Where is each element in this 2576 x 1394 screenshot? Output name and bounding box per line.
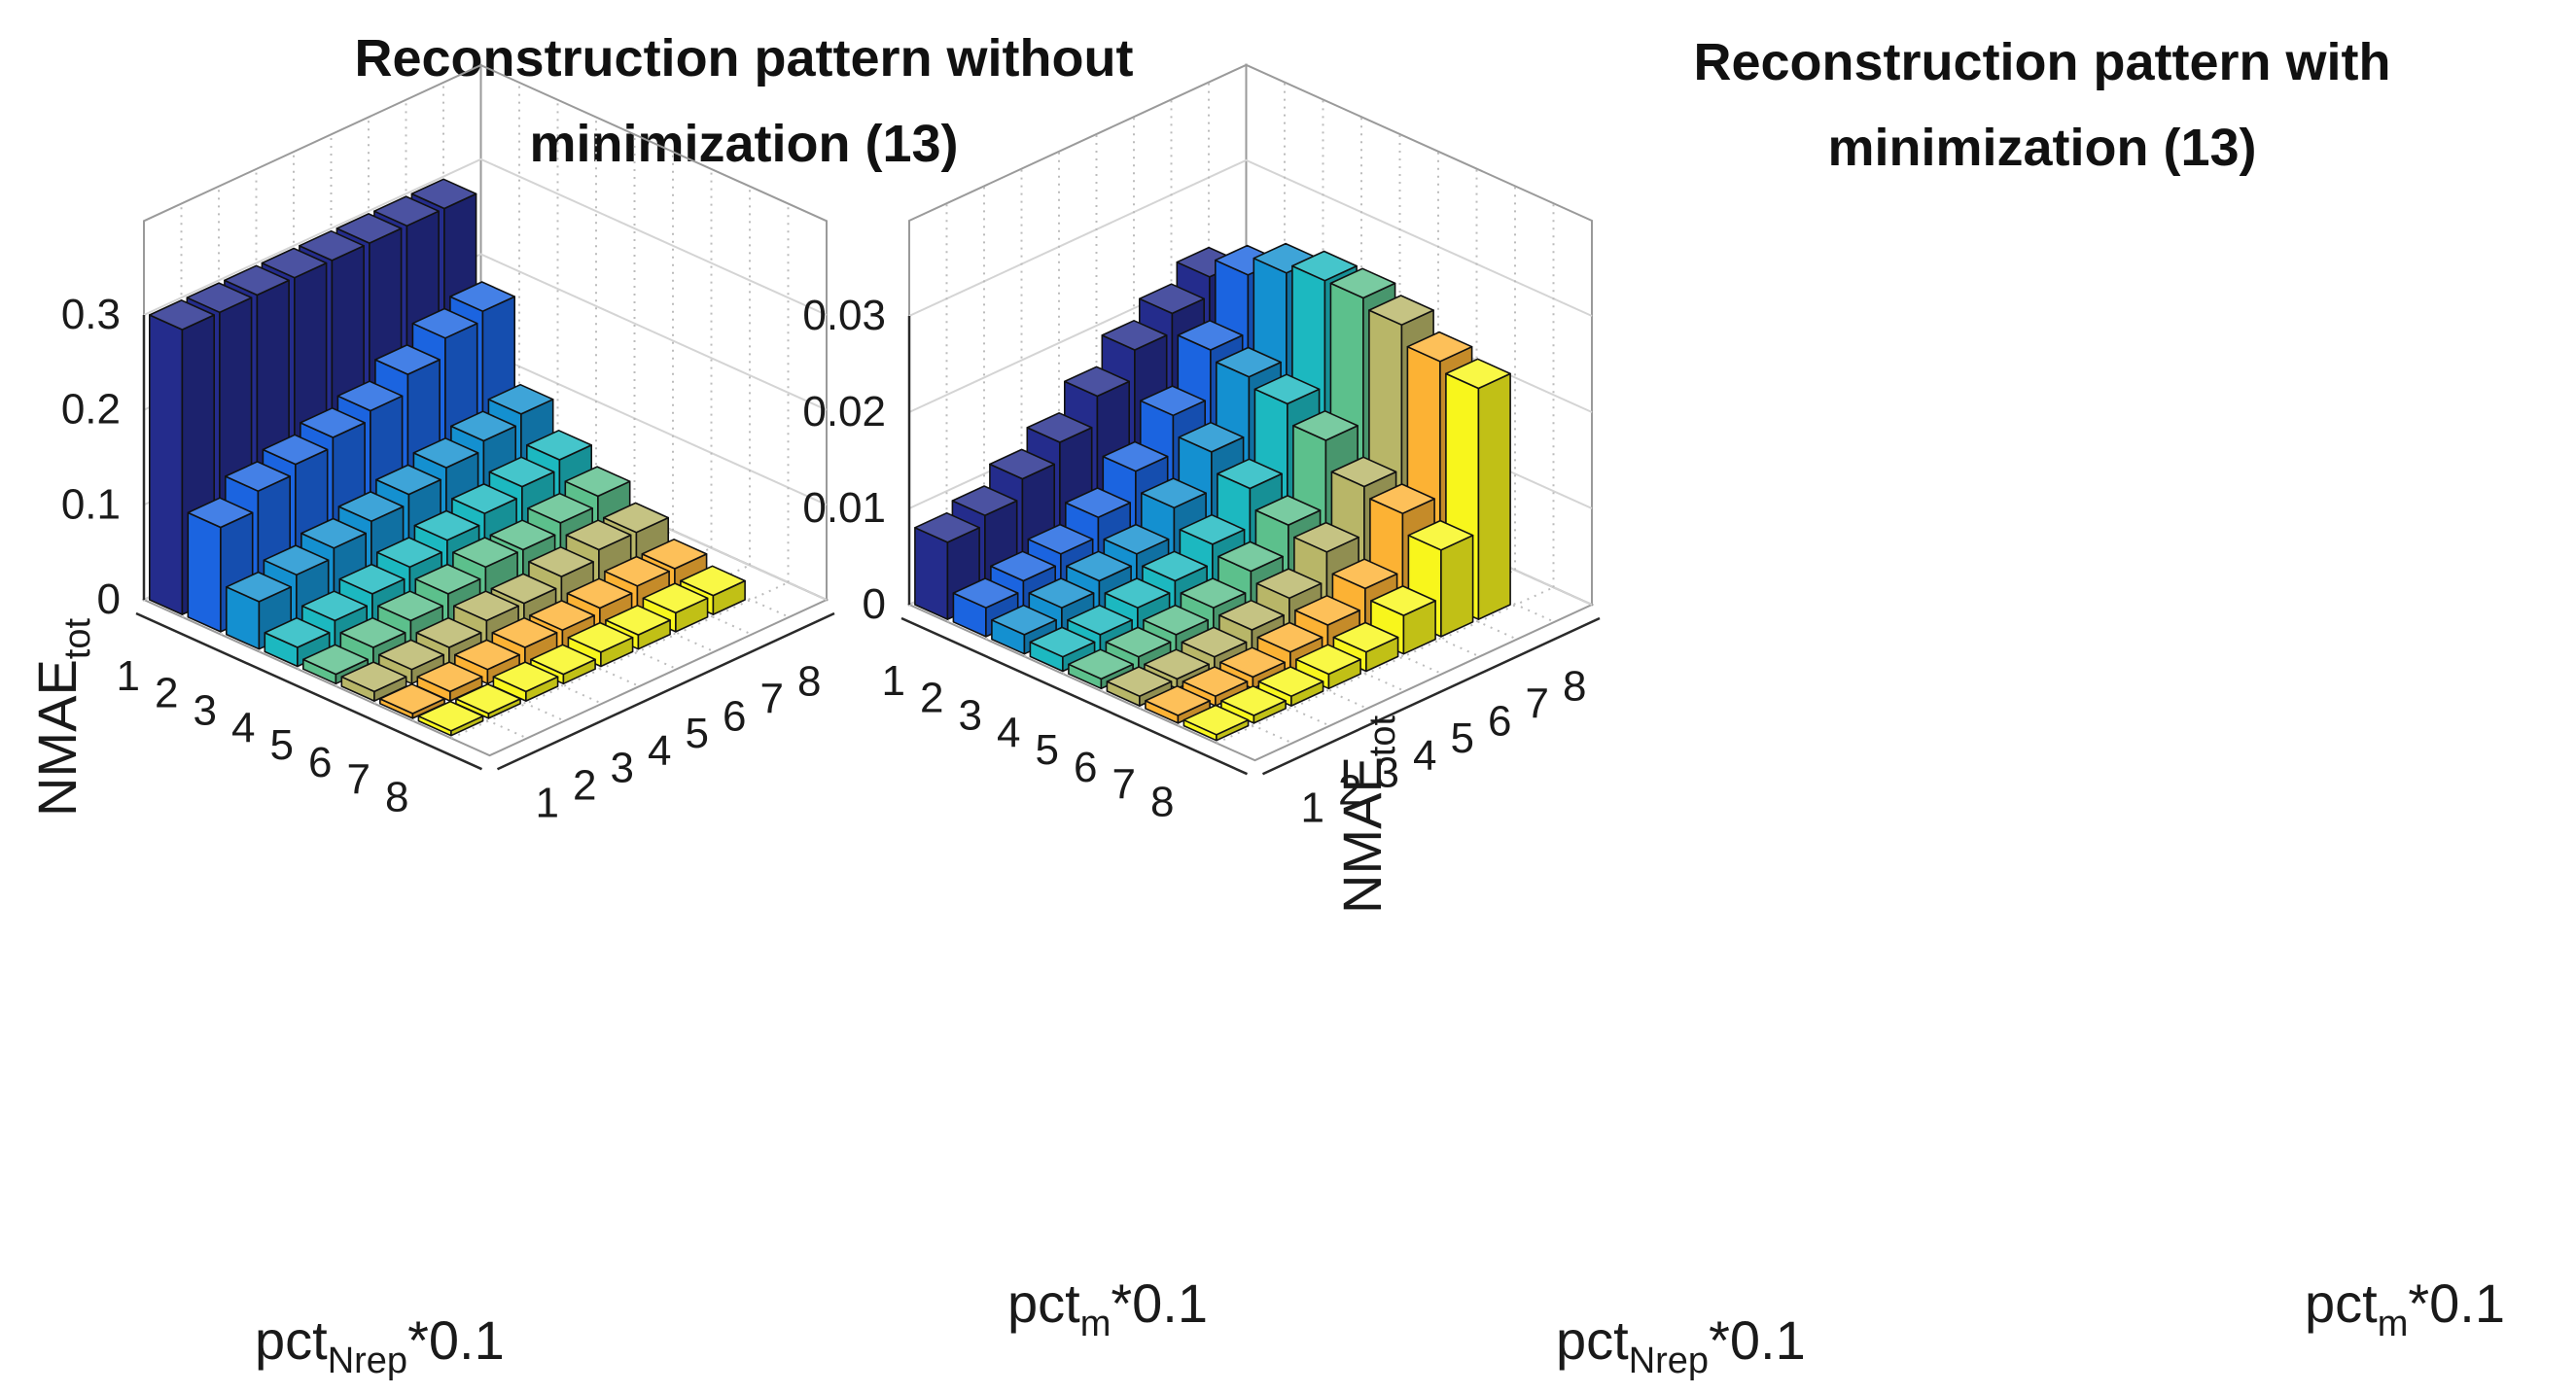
y-tick-label: 5 bbox=[686, 710, 709, 757]
y-tick-label: 3 bbox=[611, 745, 634, 792]
bar bbox=[340, 661, 407, 702]
x-axis-label: pctNrep*0.1 bbox=[255, 1309, 505, 1381]
y-axis-label: pctm*0.1 bbox=[2305, 1272, 2505, 1344]
x-tick-label: 1 bbox=[117, 652, 140, 700]
y-tick-label: 2 bbox=[573, 762, 596, 810]
y-tick-label: 3 bbox=[1376, 749, 1399, 797]
chart-title-line-2: minimization (13) bbox=[529, 115, 958, 173]
tick-labels: 00.010.020.031 2 3 4 5 6 7 8 1 2 3 4 5 6 7 8 bbox=[802, 292, 1586, 831]
z-axis-label: NMAEtot bbox=[1331, 715, 1403, 914]
z-tick-label: 0.01 bbox=[802, 484, 886, 532]
y-tick-label: 8 bbox=[1563, 663, 1586, 711]
x-tick-label: 6 bbox=[308, 739, 332, 786]
chart-title-line-1: Reconstruction pattern without bbox=[355, 29, 1134, 87]
bar bbox=[416, 661, 483, 702]
tick-labels: 00.10.20.31 2 3 4 5 6 7 8 1 2 3 4 5 6 7 8 bbox=[61, 291, 822, 826]
chart-title-line-2: minimization (13) bbox=[1827, 119, 2256, 177]
bars-group bbox=[149, 178, 746, 737]
bar bbox=[492, 661, 559, 702]
x-tick-label: 7 bbox=[347, 756, 371, 804]
y-tick-label: 1 bbox=[1301, 784, 1324, 831]
bar bbox=[455, 682, 521, 719]
x-tick-label: 2 bbox=[155, 670, 178, 717]
y-tick-label: 1 bbox=[536, 779, 559, 826]
z-tick-label: 0.03 bbox=[802, 292, 886, 339]
y-tick-label: 6 bbox=[723, 692, 746, 740]
bar bbox=[1106, 666, 1173, 707]
y-tick-label: 8 bbox=[797, 658, 821, 706]
x-axis-label: pctNrep*0.1 bbox=[1556, 1309, 1806, 1381]
z-tick-label: 0.3 bbox=[61, 291, 121, 338]
x-tick-label: 3 bbox=[194, 687, 217, 735]
x-tick-label: 6 bbox=[1074, 744, 1097, 791]
chart-panel-with-minimization: Reconstruction pattern with minimization… bbox=[802, 33, 2505, 1381]
z-tick-label: 0.1 bbox=[61, 480, 121, 528]
x-tick-label: 4 bbox=[997, 709, 1020, 756]
y-tick-label: 6 bbox=[1488, 697, 1511, 745]
bar bbox=[1182, 704, 1250, 742]
z-tick-label: 0 bbox=[863, 580, 886, 628]
x-tick-label: 4 bbox=[231, 704, 255, 751]
x-tick-label: 5 bbox=[270, 721, 294, 769]
x-tick-label: 7 bbox=[1112, 761, 1136, 809]
bar bbox=[1145, 684, 1211, 724]
y-tick-label: 4 bbox=[1413, 732, 1436, 780]
bars-group bbox=[914, 242, 1511, 742]
z-tick-label: 0.2 bbox=[61, 386, 121, 434]
y-tick-label: 4 bbox=[648, 727, 671, 775]
bar bbox=[1220, 684, 1287, 724]
x-tick-label: 2 bbox=[920, 675, 943, 722]
x-tick-label: 3 bbox=[959, 692, 982, 740]
x-tick-label: 8 bbox=[1150, 779, 1174, 826]
y-tick-label: 7 bbox=[760, 676, 784, 723]
bar bbox=[378, 682, 445, 719]
x-tick-label: 1 bbox=[882, 657, 905, 705]
y-axis-label: pctm*0.1 bbox=[1007, 1272, 1208, 1344]
x-tick-label: 5 bbox=[1036, 726, 1059, 774]
bar bbox=[417, 700, 484, 737]
chart-title-line-1: Reconstruction pattern with bbox=[1693, 33, 2390, 91]
y-tick-label: 2 bbox=[1338, 767, 1361, 815]
z-tick-label: 0 bbox=[97, 575, 121, 623]
y-tick-label: 7 bbox=[1526, 680, 1549, 728]
chart-panel-without-minimization: Reconstruction pattern without minimizat… bbox=[26, 29, 1208, 1381]
bar bbox=[1105, 626, 1172, 673]
z-axis-label: NMAEtot bbox=[26, 618, 98, 817]
x-tick-label: 8 bbox=[385, 774, 408, 821]
z-tick-label: 0.02 bbox=[802, 388, 886, 436]
y-tick-label: 5 bbox=[1451, 714, 1474, 762]
